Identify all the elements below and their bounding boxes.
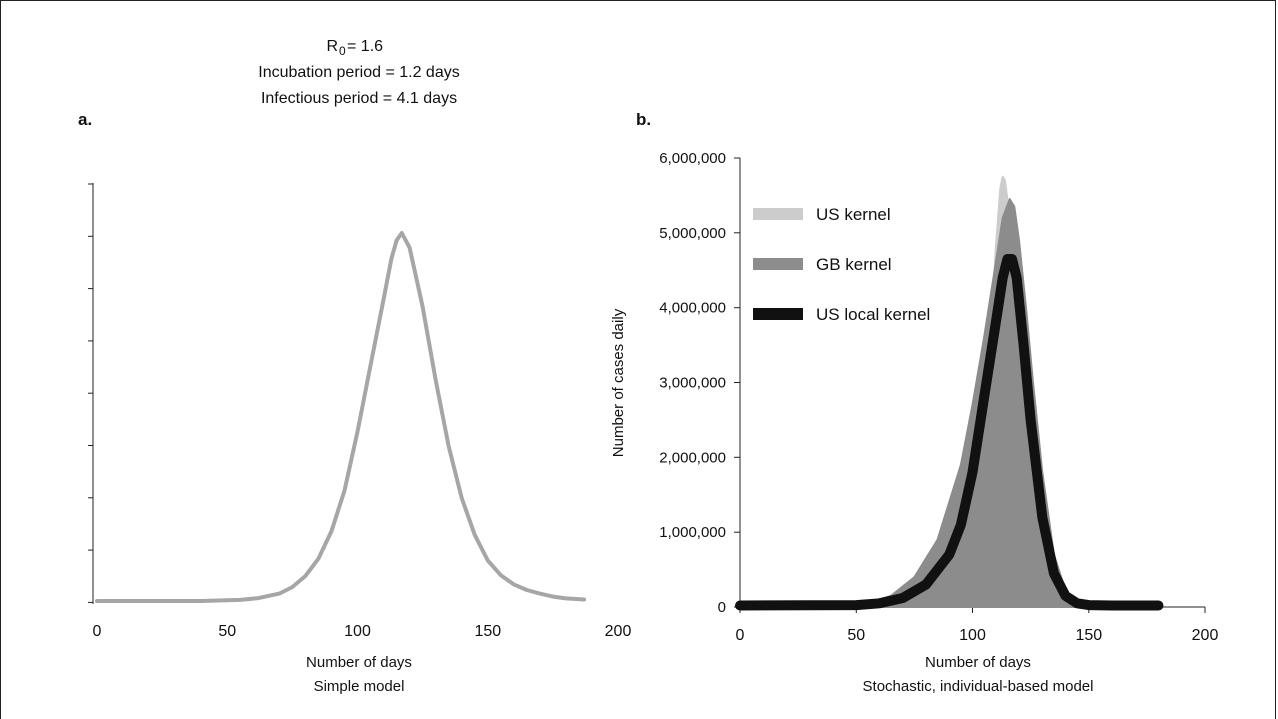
panel-a-subtitle: Simple model — [314, 678, 405, 695]
r0-symbol: R — [326, 38, 338, 55]
series-us-local-kernel-line — [735, 254, 1164, 611]
panel-b-y-tick-label: 6,000,000 — [659, 150, 726, 167]
legend-swatch — [753, 208, 803, 220]
panel-b-x-tick-label: 150 — [1075, 627, 1102, 644]
panel-b-y-tick-label: 5,000,000 — [659, 225, 726, 242]
legend-swatch — [753, 308, 803, 320]
panel-b-y-tick-label: 3,000,000 — [659, 375, 726, 392]
panel-a-x-tick-label: 100 — [344, 623, 371, 640]
panel-b-x-tick-label: 100 — [959, 627, 986, 644]
incubation-period: Incubation period = 1.2 days — [258, 64, 459, 81]
panel-b-legend: US kernel GB kernel US local kernel — [753, 205, 930, 324]
panel-b-x-tick-label: 50 — [847, 627, 865, 644]
panel-b-subtitle: Stochastic, individual-based model — [863, 678, 1094, 695]
legend-swatch — [753, 258, 803, 270]
legend-label: US local kernel — [816, 305, 930, 324]
panel-a-x-axis-label: Number of days — [306, 654, 412, 671]
panel-b-y-tick-label: 2,000,000 — [659, 449, 726, 466]
legend-label: US kernel — [816, 205, 891, 224]
panel-b-y-tick-label: 1,000,000 — [659, 524, 726, 541]
panel-a-x-tick-label: 0 — [93, 623, 102, 640]
panel-a-x-tick-label: 150 — [474, 623, 501, 640]
legend-label: GB kernel — [816, 255, 892, 274]
panel-b-y-tick-label: 0 — [718, 599, 726, 616]
panel-b-y-tick-label: 4,000,000 — [659, 300, 726, 317]
panel-b: b. Number of cases daily 0 1,000,000 2,000… — [610, 110, 1218, 695]
figure-header: R 0 = 1.6 Incubation period = 1.2 days I… — [258, 38, 459, 107]
panel-b-x-ticks: 0 50 100 150 200 — [736, 607, 1219, 644]
panel-a: a. 0 50 100 150 200 Number of days Simple mo… — [78, 110, 631, 695]
panel-b-series — [735, 175, 1164, 611]
panel-a-series-curve — [95, 231, 587, 603]
panel-b-y-ticks: 0 1,000,000 2,000,000 3,000,000 4,000,000 5,0… — [659, 150, 740, 616]
panel-b-x-tick-label: 0 — [736, 627, 745, 644]
panel-a-y-ticks — [88, 183, 93, 603]
r0-subscript: 0 — [339, 44, 346, 58]
panel-a-x-tick-label: 200 — [605, 623, 632, 640]
panel-a-x-tick-label: 50 — [218, 623, 236, 640]
infectious-period: Infectious period = 4.1 days — [261, 90, 457, 107]
panel-b-x-tick-label: 200 — [1192, 627, 1219, 644]
panel-b-y-axis-label: Number of cases daily — [610, 308, 627, 457]
panel-a-x-tick-labels: 0 50 100 150 200 — [93, 623, 632, 640]
panel-b-label: b. — [636, 110, 651, 129]
r0-value: = 1.6 — [347, 38, 383, 55]
panel-a-label: a. — [78, 110, 92, 129]
panel-b-x-axis-label: Number of days — [925, 654, 1031, 671]
